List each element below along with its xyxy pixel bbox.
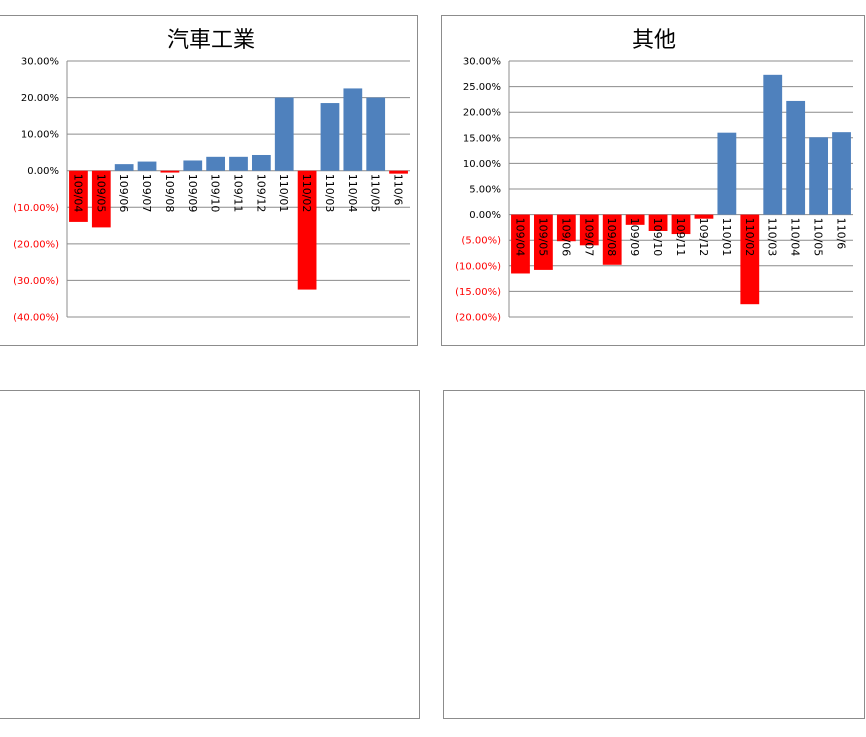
- chart-title: 汽車工業: [167, 28, 255, 53]
- y-tick-label: 0.00%: [469, 210, 501, 221]
- y-tick-label: (20.00%): [13, 239, 59, 250]
- x-tick-label: 109/11: [674, 218, 687, 257]
- x-tick-label: 109/06: [117, 174, 130, 213]
- y-tick-label: (15.00%): [455, 287, 501, 298]
- bar: [343, 88, 363, 171]
- y-tick-label: 0.00%: [27, 166, 59, 177]
- x-tick-label: 109/09: [186, 174, 199, 213]
- x-tick-label: 109/04: [71, 174, 84, 213]
- x-tick-label: 109/04: [513, 218, 526, 257]
- x-tick-label: 109/07: [582, 218, 595, 257]
- x-tick-label: 109/07: [140, 174, 153, 213]
- y-tick-label: (10.00%): [455, 261, 501, 272]
- x-tick-label: 110/01: [720, 218, 733, 257]
- bar: [229, 156, 248, 171]
- bar: [114, 164, 134, 171]
- x-tick-label: 110/6: [835, 218, 848, 250]
- bar: [511, 214, 530, 274]
- bar: [671, 214, 691, 235]
- bar: [91, 170, 111, 228]
- y-tick-label: 30.00%: [21, 57, 59, 68]
- y-tick-label: 30.00%: [463, 57, 501, 68]
- y-tick-label: 10.00%: [21, 130, 59, 141]
- bar: [625, 214, 645, 225]
- bar: [160, 170, 180, 173]
- x-tick-label: 109/08: [163, 174, 176, 213]
- bar: [602, 214, 622, 265]
- y-tick-label: 10.00%: [463, 159, 501, 170]
- x-tick-label: 110/02: [300, 174, 313, 213]
- y-tick-label: (10.00%): [13, 203, 59, 214]
- bar: [183, 160, 203, 171]
- x-tick-label: 109/09: [628, 218, 641, 257]
- chart-panel-automotive: 汽車工業 30.00% 20.00% 10.00% 0.00% (10.00%) (20.0…: [0, 15, 418, 346]
- bar: [251, 154, 271, 171]
- bar: [274, 97, 294, 171]
- x-tick-label: 110/03: [323, 174, 336, 213]
- bar-chart: 紡織纖維50.00%40.00%30.00%20.00%10.00%0.00%(…: [0, 391, 419, 718]
- chart-panel-other: 其他 30.00% 25.00% 20.00% 15.00% 10.00% 5.00% 0.0…: [441, 15, 865, 346]
- bar: [648, 214, 668, 231]
- chart-panel-trading: 貿易百貨50.00%40.00%30.00%20.00%10.00%0.00%(…: [443, 390, 865, 719]
- bar: [740, 214, 760, 305]
- x-tick-label: 109/11: [232, 174, 245, 213]
- x-tick-label: 110/6: [392, 174, 405, 206]
- bar: [320, 103, 340, 171]
- bar: [556, 214, 576, 242]
- x-tick-label: 109/10: [651, 218, 664, 257]
- bar: [832, 132, 851, 215]
- bar: [297, 170, 317, 290]
- bar: [389, 170, 408, 174]
- x-tick-label: 110/03: [766, 218, 779, 257]
- chart-panel-textile: 紡織纖維50.00%40.00%30.00%20.00%10.00%0.00%(…: [0, 390, 420, 719]
- y-tick-label: 25.00%: [463, 82, 501, 93]
- x-tick-label: 110/04: [346, 174, 359, 213]
- x-tick-label: 110/02: [743, 218, 756, 257]
- chart-title: 其他: [632, 28, 676, 53]
- bar: [786, 100, 806, 215]
- x-tick-label: 109/12: [697, 218, 710, 257]
- y-tick-label: (5.00%): [461, 236, 501, 247]
- y-tick-label: (40.00%): [13, 313, 59, 324]
- bar: [579, 214, 599, 246]
- bar: [206, 156, 226, 171]
- bar: [69, 170, 88, 222]
- bar-chart: 其他 30.00% 25.00% 20.00% 15.00% 10.00% 5.00% 0.0…: [455, 28, 853, 324]
- x-tick-label: 109/08: [605, 218, 618, 257]
- x-tick-label: 109/05: [94, 174, 107, 213]
- bar: [763, 74, 783, 215]
- bar-chart: 汽車工業 30.00% 20.00% 10.00% 0.00% (10.00%) (20.0…: [13, 28, 410, 324]
- bar: [533, 214, 553, 270]
- x-tick-label: 110/05: [369, 174, 382, 213]
- bar: [809, 137, 829, 215]
- bar: [717, 132, 737, 215]
- y-tick-label: (20.00%): [455, 313, 501, 324]
- x-tick-label: 110/01: [277, 174, 290, 213]
- bar: [694, 214, 714, 219]
- x-tick-label: 110/04: [789, 218, 802, 257]
- x-tick-label: 109/05: [536, 218, 549, 257]
- bar: [366, 97, 386, 171]
- bar-chart: 貿易百貨50.00%40.00%30.00%20.00%10.00%0.00%(…: [444, 391, 864, 718]
- y-tick-label: 20.00%: [463, 108, 501, 119]
- x-tick-label: 109/10: [209, 174, 222, 213]
- x-tick-label: 110/05: [812, 218, 825, 257]
- y-tick-label: 20.00%: [21, 93, 59, 104]
- y-tick-label: 5.00%: [469, 185, 501, 196]
- bar: [137, 161, 157, 171]
- y-tick-label: (30.00%): [13, 276, 59, 287]
- x-tick-label: 109/12: [254, 174, 267, 213]
- x-tick-label: 109/06: [559, 218, 572, 257]
- y-tick-label: 15.00%: [463, 133, 501, 144]
